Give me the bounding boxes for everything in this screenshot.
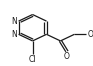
Text: Cl: Cl [29,55,36,64]
Text: OH: OH [87,30,93,39]
Text: N: N [11,30,17,39]
Text: N: N [11,17,17,26]
Text: O: O [64,52,70,61]
